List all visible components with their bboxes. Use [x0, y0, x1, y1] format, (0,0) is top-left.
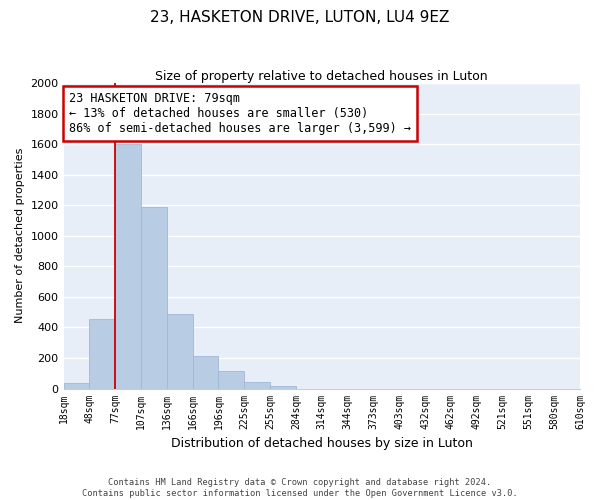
Bar — [244, 382, 270, 388]
Bar — [89, 319, 115, 388]
Title: Size of property relative to detached houses in Luton: Size of property relative to detached ho… — [155, 70, 488, 83]
X-axis label: Distribution of detached houses by size in Luton: Distribution of detached houses by size … — [171, 437, 473, 450]
Bar — [270, 386, 296, 388]
Text: 23 HASKETON DRIVE: 79sqm
← 13% of detached houses are smaller (530)
86% of semi-: 23 HASKETON DRIVE: 79sqm ← 13% of detach… — [69, 92, 411, 135]
Text: Contains HM Land Registry data © Crown copyright and database right 2024.
Contai: Contains HM Land Registry data © Crown c… — [82, 478, 518, 498]
Bar — [218, 371, 244, 388]
Bar — [193, 356, 218, 388]
Y-axis label: Number of detached properties: Number of detached properties — [15, 148, 25, 324]
Bar — [141, 207, 167, 388]
Text: 23, HASKETON DRIVE, LUTON, LU4 9EZ: 23, HASKETON DRIVE, LUTON, LU4 9EZ — [151, 10, 449, 25]
Bar — [64, 383, 89, 388]
Bar — [115, 144, 141, 388]
Bar — [167, 314, 193, 388]
